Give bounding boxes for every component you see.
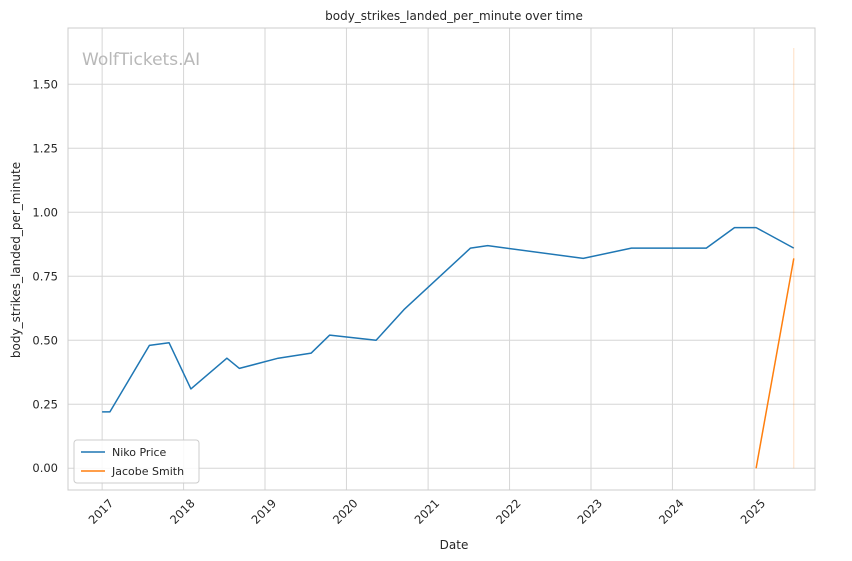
y-tick-label: 1.50 <box>32 77 58 91</box>
y-tick-label: 0.25 <box>32 397 58 411</box>
watermark: WolfTickets.AI <box>82 50 200 70</box>
y-axis-title: body_strikes_landed_per_minute <box>9 162 23 358</box>
x-tick-label: 2019 <box>249 496 280 527</box>
y-tick-label: 1.00 <box>32 205 58 219</box>
legend-label-niko-price: Niko Price <box>112 446 167 459</box>
x-axis-title: Date <box>440 538 469 552</box>
y-tick-labels: 0.00 0.25 0.50 0.75 1.00 1.25 1.50 <box>32 77 58 475</box>
x-tick-label: 2017 <box>86 496 117 527</box>
x-tick-label: 2024 <box>656 496 687 527</box>
plot-frame <box>67 27 816 491</box>
x-tick-label: 2018 <box>167 496 198 527</box>
series-layer <box>102 48 795 469</box>
y-tick-label: 0.50 <box>32 333 58 347</box>
x-tick-label: 2025 <box>738 496 769 527</box>
y-tick-label: 1.25 <box>32 141 58 155</box>
legend-box <box>73 439 200 484</box>
x-tick-label: 2020 <box>330 496 361 527</box>
legend: Niko Price Jacobe Smith <box>73 439 200 484</box>
y-tick-label: 0.75 <box>32 269 58 283</box>
grid <box>68 28 815 490</box>
series-line-jacobe-smith <box>755 258 795 469</box>
x-tick-labels: 2017 2018 2019 2020 2021 2022 2023 2024 2025 <box>86 496 769 527</box>
x-tick-label: 2022 <box>493 496 524 527</box>
x-tick-label: 2023 <box>575 496 606 527</box>
series-line-niko-price <box>102 226 795 413</box>
legend-label-jacobe-smith: Jacobe Smith <box>111 465 184 478</box>
chart-title: body_strikes_landed_per_minute over time <box>325 9 583 23</box>
y-tick-label: 0.00 <box>32 461 58 475</box>
x-tick-label: 2021 <box>412 496 443 527</box>
